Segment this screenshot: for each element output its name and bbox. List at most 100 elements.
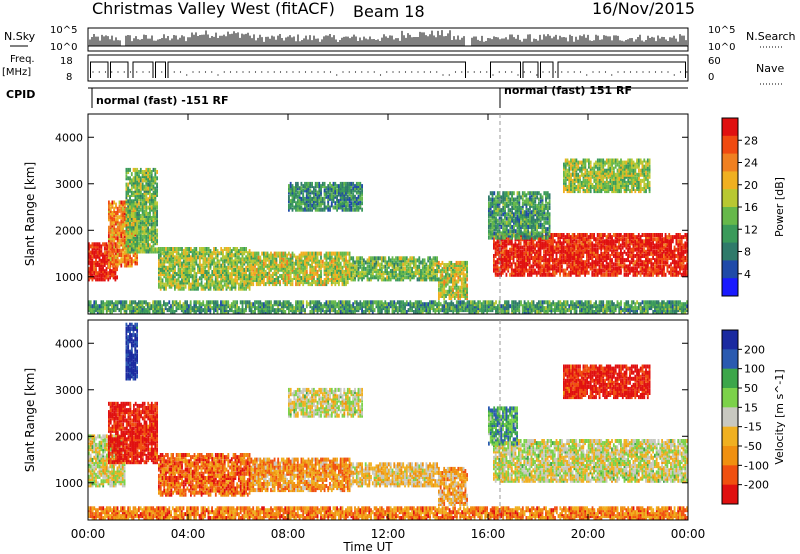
data-cell bbox=[320, 251, 322, 256]
data-cell bbox=[154, 224, 157, 229]
nave-dot bbox=[386, 71, 388, 73]
data-cell bbox=[182, 272, 185, 277]
data-cell bbox=[108, 261, 110, 266]
data-cell bbox=[150, 232, 153, 237]
data-cell bbox=[300, 181, 303, 186]
data-cell bbox=[611, 268, 613, 273]
nave-dot bbox=[273, 71, 275, 73]
freq-strip-label-2: [MHz] bbox=[2, 67, 31, 78]
sky-tick-left-bottom: 10^0 bbox=[50, 42, 77, 53]
data-cell bbox=[261, 259, 263, 264]
data-cell bbox=[516, 272, 519, 277]
data-cell bbox=[375, 273, 378, 278]
data-cell bbox=[158, 284, 160, 289]
data-cell bbox=[277, 276, 280, 280]
data-cell bbox=[102, 273, 104, 278]
data-cell bbox=[259, 271, 262, 276]
nave-tick-top: 60 bbox=[708, 56, 721, 67]
data-cell bbox=[141, 205, 144, 210]
data-cell bbox=[291, 207, 294, 212]
data-cell bbox=[152, 201, 155, 206]
data-cell bbox=[177, 272, 180, 277]
data-cell bbox=[130, 211, 133, 216]
data-cell bbox=[586, 243, 588, 248]
nave-dot bbox=[523, 71, 525, 73]
data-cell bbox=[111, 263, 114, 268]
data-cell bbox=[316, 263, 319, 268]
data-cell bbox=[168, 259, 171, 264]
data-cell bbox=[361, 184, 363, 189]
data-cell bbox=[184, 276, 187, 281]
data-cell bbox=[350, 201, 353, 206]
data-cell bbox=[321, 207, 324, 212]
data-cell bbox=[350, 188, 353, 193]
data-cell bbox=[250, 255, 253, 260]
data-cell bbox=[600, 243, 603, 248]
data-cell bbox=[261, 263, 263, 268]
data-cell bbox=[293, 265, 296, 270]
nave-dot bbox=[423, 71, 425, 73]
data-cell bbox=[115, 204, 117, 209]
data-cell bbox=[223, 263, 226, 268]
data-cell bbox=[132, 259, 135, 264]
data-cell bbox=[91, 267, 94, 272]
nave-dot bbox=[292, 71, 294, 73]
nave-dot bbox=[504, 71, 507, 73]
data-cell bbox=[577, 233, 579, 237]
data-cell bbox=[138, 211, 140, 216]
data-cell bbox=[132, 190, 135, 195]
data-cell bbox=[202, 247, 205, 251]
data-cell bbox=[323, 181, 326, 186]
nave-dot bbox=[123, 71, 125, 73]
data-cell bbox=[166, 251, 169, 256]
data-cell bbox=[184, 263, 187, 268]
data-cell bbox=[107, 273, 110, 278]
data-cell bbox=[330, 259, 333, 264]
data-cell bbox=[170, 263, 173, 268]
data-cell bbox=[111, 202, 114, 207]
data-cell bbox=[122, 236, 124, 241]
data-cell bbox=[188, 253, 190, 258]
data-cell bbox=[561, 264, 563, 269]
data-cell bbox=[427, 264, 430, 269]
data-cell bbox=[111, 227, 114, 232]
data-cell bbox=[127, 199, 130, 204]
data-cell bbox=[345, 196, 347, 201]
data-cell bbox=[213, 257, 215, 262]
data-cell bbox=[450, 269, 453, 274]
data-cell bbox=[145, 230, 148, 235]
data-cell bbox=[98, 273, 101, 278]
data-cell bbox=[145, 176, 148, 181]
data-cell bbox=[116, 263, 119, 268]
data-cell bbox=[108, 215, 110, 220]
data-cell bbox=[134, 172, 137, 177]
data-cell bbox=[149, 222, 151, 227]
data-cell bbox=[553, 258, 556, 263]
data-cell bbox=[109, 215, 112, 220]
data-cell bbox=[154, 197, 157, 202]
data-cell bbox=[443, 275, 446, 280]
data-cell bbox=[559, 254, 561, 258]
data-cell bbox=[436, 273, 438, 278]
data-cell bbox=[166, 274, 169, 279]
data-cell bbox=[123, 221, 126, 226]
data-cell bbox=[161, 265, 164, 270]
nave-dot bbox=[617, 71, 619, 73]
data-cell bbox=[127, 184, 130, 189]
data-cell bbox=[147, 218, 149, 223]
data-cell bbox=[234, 247, 237, 251]
data-cell bbox=[129, 243, 131, 248]
data-cell bbox=[139, 234, 142, 239]
data-cell bbox=[207, 265, 210, 270]
data-cell bbox=[496, 264, 499, 269]
data-cell bbox=[105, 273, 108, 278]
data-cell bbox=[288, 194, 290, 199]
data-cell bbox=[145, 211, 148, 216]
data-cell bbox=[166, 259, 169, 264]
data-cell bbox=[209, 249, 212, 254]
data-cell bbox=[91, 263, 94, 267]
data-cell bbox=[391, 256, 394, 261]
data-cell bbox=[152, 211, 155, 216]
data-cell bbox=[177, 251, 180, 256]
data-cell bbox=[182, 280, 185, 285]
